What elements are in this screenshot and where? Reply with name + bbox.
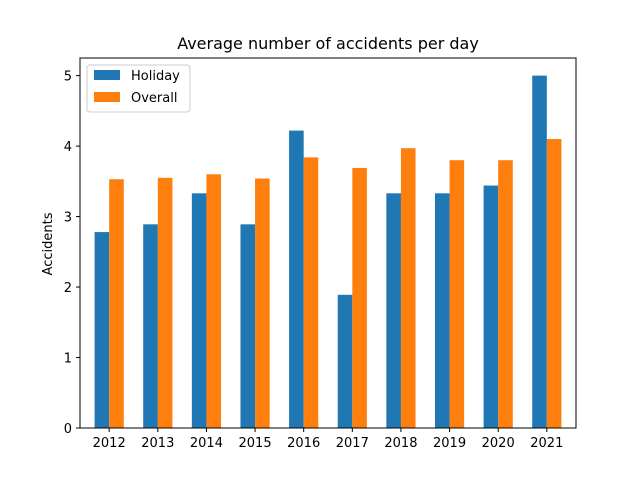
bar-overall-2016 xyxy=(303,157,319,428)
bar-holiday-2015 xyxy=(240,224,256,428)
bar-holiday-2019 xyxy=(434,193,450,428)
bar-holiday-2021 xyxy=(532,75,547,428)
y-tick-label: 2 xyxy=(64,281,72,296)
bar-holiday-2014 xyxy=(191,193,207,428)
bar-holiday-2018 xyxy=(386,193,401,428)
legend-swatch-overall xyxy=(94,92,120,102)
plot-frame xyxy=(79,57,577,429)
bar-overall-2012 xyxy=(109,179,124,428)
y-tick-label: 0 xyxy=(64,422,72,437)
x-tick-label: 2013 xyxy=(141,436,174,451)
bar-overall-2021 xyxy=(546,139,562,429)
bar-overall-2015 xyxy=(255,178,270,428)
bar-overall-2020 xyxy=(498,160,513,428)
x-tick-label: 2018 xyxy=(384,436,417,451)
y-tick-label: 4 xyxy=(64,140,72,155)
bar-overall-2013 xyxy=(157,177,173,428)
legend: Holiday Overall xyxy=(86,64,191,113)
bar-holiday-2016 xyxy=(289,130,304,429)
bar-overall-2018 xyxy=(400,148,416,428)
y-tick-label: 5 xyxy=(64,70,72,85)
legend-label-overall: Overall xyxy=(131,91,177,106)
legend-swatch-holiday xyxy=(94,70,120,80)
x-tick-label: 2012 xyxy=(93,436,126,451)
x-tick-label: 2021 xyxy=(530,436,563,451)
bar-holiday-2012 xyxy=(94,232,110,428)
bar-holiday-2020 xyxy=(483,185,499,428)
ticks-group: 2012 2013 2014 2015 2016 2017 2018 2019 2020 2021… xyxy=(64,70,564,451)
y-axis-label: Accidents xyxy=(41,212,56,275)
x-tick-label: 2020 xyxy=(482,436,515,451)
chart-title: Average number of accidents per day xyxy=(177,34,479,53)
y-tick-label: 1 xyxy=(64,352,72,367)
x-tick-label: 2014 xyxy=(190,436,223,451)
legend-label-holiday: Holiday xyxy=(131,69,180,84)
y-tick-label: 3 xyxy=(64,211,72,226)
bar-overall-2019 xyxy=(449,160,465,428)
bar-overall-2017 xyxy=(352,167,367,428)
x-tick-label: 2017 xyxy=(336,436,369,451)
x-tick-label: 2019 xyxy=(433,436,466,451)
x-tick-label: 2016 xyxy=(287,436,320,451)
bar-holiday-2013 xyxy=(143,224,158,428)
x-tick-label: 2015 xyxy=(239,436,272,451)
bars-group xyxy=(94,75,562,429)
bar-overall-2014 xyxy=(206,174,222,428)
bar-holiday-2017 xyxy=(337,294,353,428)
